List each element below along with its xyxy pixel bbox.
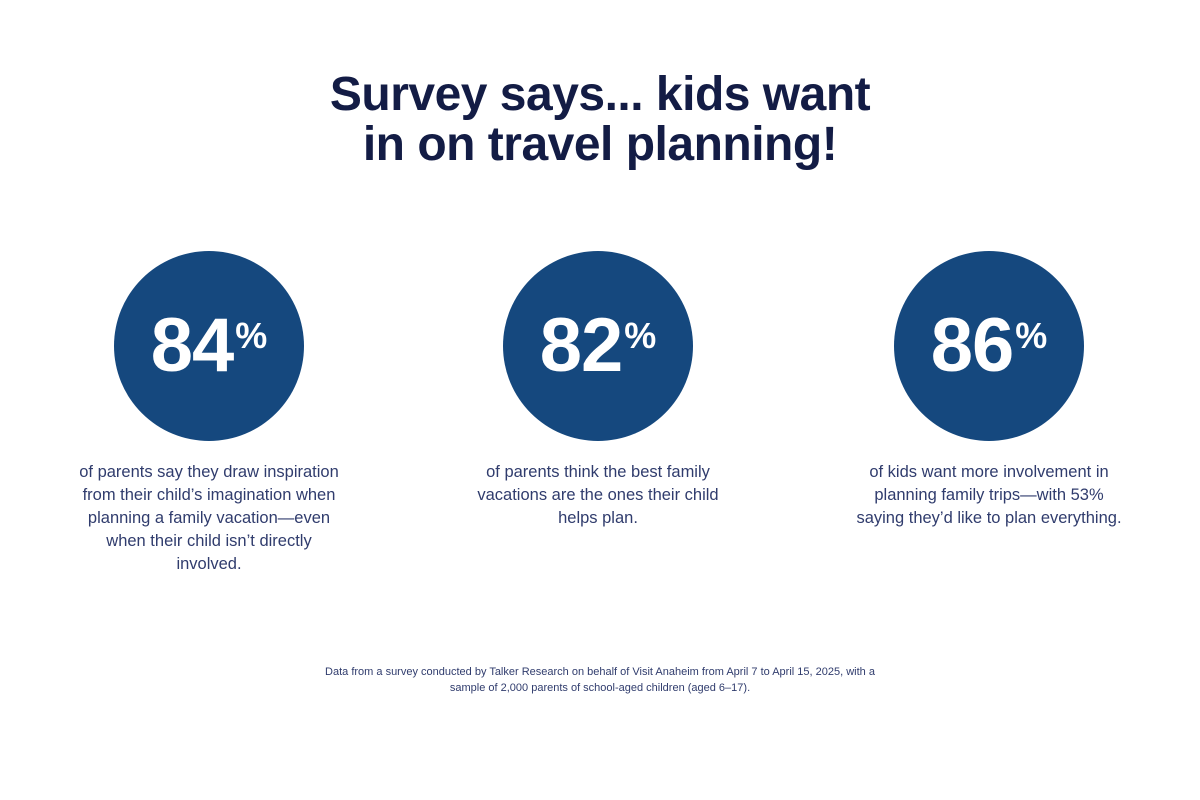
- stat-description: of parents think the best family vacatio…: [477, 463, 719, 527]
- stat-description: of kids want more involvement in plannin…: [856, 463, 1122, 527]
- stat-value: 82: [539, 303, 624, 388]
- page-title: Survey says... kids want in on travel pl…: [329, 68, 871, 171]
- footnote: Data from a survey conducted by Talker R…: [325, 666, 875, 694]
- percent-sign: %: [1015, 315, 1048, 356]
- stat-circle: 82 %: [503, 251, 693, 441]
- stat-circle: 86 %: [894, 251, 1084, 441]
- stat-value: 84: [150, 303, 235, 388]
- stats-row: 84 % of parents say they draw inspiratio…: [0, 251, 1200, 576]
- stat-card-child-helped-vacations: 82 % of parents think the best family va…: [458, 251, 738, 530]
- stat-circle: 84 %: [114, 251, 304, 441]
- percent-sign: %: [235, 315, 268, 356]
- stat-description: of parents say they draw inspiration fro…: [79, 463, 339, 573]
- stat-value: 86: [930, 303, 1015, 388]
- stat-number: 86 %: [931, 308, 1048, 384]
- stat-number: 82 %: [540, 308, 657, 384]
- stat-number: 84 %: [151, 308, 268, 384]
- stat-card-parents-inspiration: 84 % of parents say they draw inspiratio…: [78, 251, 340, 576]
- percent-sign: %: [624, 315, 657, 356]
- stat-card-kids-involvement: 86 % of kids want more involvement in pl…: [856, 251, 1122, 530]
